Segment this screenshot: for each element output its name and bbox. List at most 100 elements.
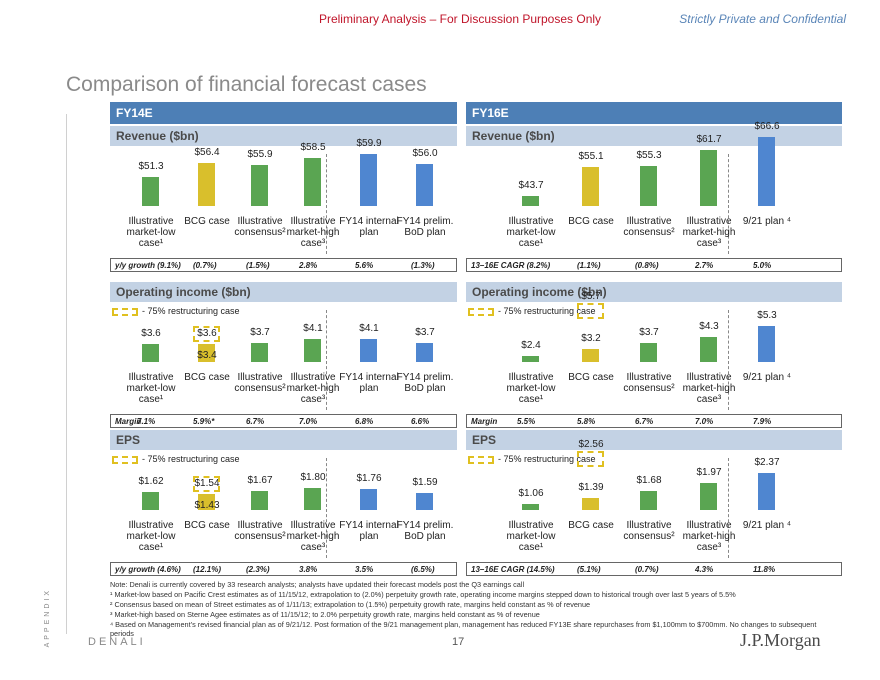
growth-value: 4.3% bbox=[695, 564, 714, 574]
chart-bar bbox=[700, 483, 717, 510]
growth-row-label: Margin bbox=[471, 416, 498, 426]
bar-value-label: $55.1 bbox=[578, 150, 604, 162]
bar-value-label: $55.3 bbox=[636, 150, 662, 162]
bar-value-label: $4.1 bbox=[359, 322, 379, 334]
category-label: Illustrative market-high case³ bbox=[682, 372, 736, 405]
category-label: FY14 prelim. BoD plan bbox=[396, 520, 454, 542]
growth-row: y/y growth (4.6%) (12.1%) (2.3%) 3.8% 3.5% (6… bbox=[110, 562, 457, 576]
chart-bar bbox=[640, 490, 657, 510]
bar-value-label: $3.2 bbox=[581, 332, 601, 344]
sidebar-divider bbox=[66, 114, 67, 634]
plan-divider-line bbox=[326, 310, 327, 410]
chart-bar bbox=[700, 336, 717, 362]
growth-value: 7.0% bbox=[299, 416, 318, 426]
growth-row: y/y growth (9.1%) (0.7%) (1.5%) 2.8% 5.6% (1.… bbox=[110, 258, 457, 272]
left-opinc-panel: Operating income ($bn) - 75% restructuri… bbox=[110, 282, 457, 438]
restructuring-value-label: $5.7 bbox=[581, 291, 601, 303]
growth-value: (1.1%) bbox=[577, 260, 601, 270]
growth-value: (6.5%) bbox=[411, 564, 435, 574]
private-header: Strictly Private and Confidential bbox=[679, 12, 846, 26]
appendix-label: APPENDIX bbox=[44, 588, 51, 648]
growth-value: 11.8% bbox=[753, 564, 776, 574]
category-label: Illustrative consensus² bbox=[623, 372, 675, 394]
jpmorgan-logo: J.P.Morgan bbox=[740, 630, 821, 650]
chart-bar bbox=[522, 504, 539, 510]
chart-bar bbox=[522, 356, 539, 362]
category-label: FY14 internal plan bbox=[339, 216, 399, 238]
growth-value: (1.5%) bbox=[246, 260, 270, 270]
restructuring-highlight-box bbox=[193, 326, 220, 343]
chart-bar bbox=[251, 343, 268, 362]
growth-row-label: Margin bbox=[115, 416, 142, 426]
growth-value: (12.1%) bbox=[193, 564, 222, 574]
category-label: Illustrative market-high case³ bbox=[682, 520, 736, 553]
chart-bar bbox=[198, 494, 215, 510]
category-label: Illustrative consensus² bbox=[623, 216, 675, 238]
bar-value-label: $3.6 bbox=[141, 328, 161, 340]
growth-value: 2.8% bbox=[299, 260, 318, 270]
right-revenue-panel: Revenue ($bn) $43.7 $55.1 $55.3 $61.7 $66.6 I… bbox=[466, 121, 842, 282]
bar-value-label: $56.0 bbox=[412, 148, 438, 160]
chart-bar bbox=[198, 344, 215, 362]
category-label: 9/21 plan ⁴ bbox=[742, 520, 792, 531]
bar-value-label: $3.6 bbox=[197, 328, 217, 340]
footnote-3: ³ Market-high based on Sterne Agee estim… bbox=[110, 610, 540, 619]
footnote-1: ¹ Market-low based on Pacific Crest esti… bbox=[110, 590, 736, 599]
category-label: FY14 prelim. BoD plan bbox=[396, 372, 454, 394]
category-label: BCG case bbox=[184, 372, 230, 383]
left-column: FY14E bbox=[110, 102, 457, 124]
restructuring-legend-label: - 75% restructuring case bbox=[142, 454, 240, 464]
growth-row-label: y/y growth (9.1%) bbox=[115, 260, 181, 270]
bar-value-label: $59.9 bbox=[356, 138, 382, 150]
bar-value-label: $1.68 bbox=[636, 474, 662, 486]
restructuring-highlight-box bbox=[577, 450, 604, 467]
bar-value-label: $43.7 bbox=[518, 180, 544, 192]
category-label: Illustrative market-low case¹ bbox=[126, 372, 176, 405]
category-label: BCG case bbox=[184, 216, 230, 227]
growth-value: 6.7% bbox=[635, 416, 654, 426]
right-column: FY16E bbox=[466, 102, 842, 124]
category-label: FY14 prelim. BoD plan bbox=[396, 216, 454, 238]
right-opinc-title: Operating income ($bn) bbox=[466, 282, 842, 302]
growth-value: 2.7% bbox=[695, 260, 714, 270]
company-codename: DENALI bbox=[88, 636, 146, 648]
category-label: Illustrative consensus² bbox=[234, 216, 286, 238]
chart-bar bbox=[582, 348, 599, 362]
left-eps-title: EPS bbox=[110, 430, 457, 450]
category-label: FY14 internal plan bbox=[339, 520, 399, 542]
bar-value-label: $1.06 bbox=[518, 488, 544, 499]
bar-value-label: $5.3 bbox=[757, 309, 777, 321]
bar-value-label: $51.3 bbox=[138, 160, 164, 172]
plan-divider-line bbox=[326, 458, 327, 558]
growth-value: 5.5% bbox=[517, 416, 536, 426]
bar-value-label: $61.7 bbox=[696, 133, 722, 145]
growth-value: 5.8% bbox=[577, 416, 596, 426]
growth-value: 6.8% bbox=[355, 416, 374, 426]
bar-value-label: $4.1 bbox=[303, 322, 323, 334]
category-label: FY14 internal plan bbox=[339, 372, 399, 394]
growth-value: 7.0% bbox=[695, 416, 714, 426]
category-label: Illustrative market-high case³ bbox=[286, 520, 340, 553]
left-eps-panel: EPS - 75% restructuring case $1.62 $1.54 $1… bbox=[110, 430, 457, 586]
growth-value: 5.0% bbox=[753, 260, 772, 270]
right-eps-title: EPS bbox=[466, 430, 842, 450]
restructuring-highlight-box bbox=[193, 476, 220, 492]
plan-divider-line bbox=[728, 458, 729, 558]
bar-value-label: $1.54 bbox=[194, 478, 220, 489]
plan-divider-line bbox=[728, 154, 729, 254]
chart-bar bbox=[251, 164, 268, 206]
bar-value-label: $1.59 bbox=[412, 476, 438, 488]
category-label: BCG case bbox=[568, 372, 614, 383]
left-revenue-title: Revenue ($bn) bbox=[110, 126, 457, 146]
category-label: Illustrative market-low case¹ bbox=[126, 520, 176, 553]
category-label: Illustrative consensus² bbox=[234, 520, 286, 542]
right-revenue-title: Revenue ($bn) bbox=[466, 126, 842, 146]
chart-bar bbox=[304, 338, 321, 362]
right-column-header: FY16E bbox=[466, 102, 842, 124]
restructuring-legend-label: - 75% restructuring case bbox=[498, 306, 596, 316]
chart-bar bbox=[142, 176, 159, 206]
bar-value-label: $3.7 bbox=[639, 327, 659, 339]
chart-bar bbox=[758, 325, 775, 362]
growth-row-label: y/y growth (4.6%) bbox=[115, 564, 181, 574]
confidentiality-header: Preliminary Analysis – For Discussion Pu… bbox=[318, 12, 602, 26]
